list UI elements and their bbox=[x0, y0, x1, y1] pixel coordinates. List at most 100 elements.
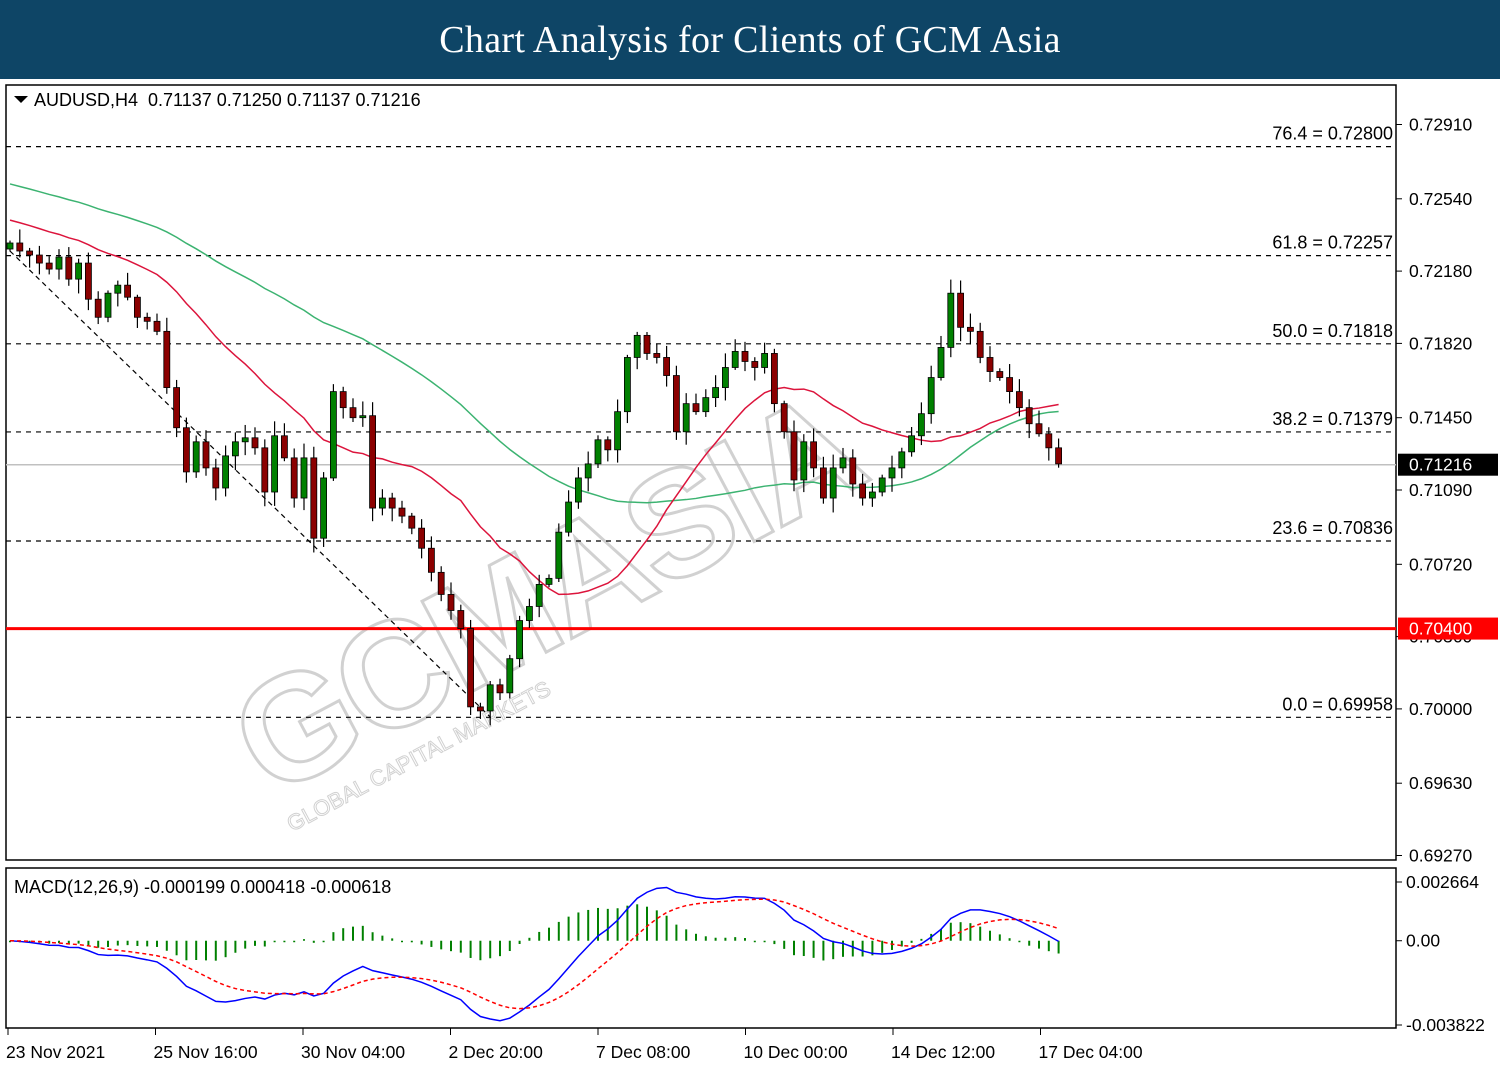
candle bbox=[731, 339, 739, 370]
page-title: Chart Analysis for Clients of GCM Asia bbox=[439, 18, 1061, 61]
candle bbox=[398, 500, 406, 524]
candle bbox=[163, 317, 171, 394]
candle-body bbox=[957, 292, 964, 328]
candle-body bbox=[26, 250, 34, 256]
candle-body bbox=[565, 501, 572, 533]
candle-body bbox=[673, 375, 680, 433]
candle-body bbox=[222, 455, 230, 489]
macd-panel-frame bbox=[5, 867, 1397, 1029]
candle bbox=[222, 445, 230, 497]
fib-level-label: 61.8 = 0.72257 bbox=[1272, 233, 1393, 253]
candle bbox=[329, 384, 337, 481]
candle-body bbox=[124, 284, 131, 298]
candle-body bbox=[75, 262, 82, 280]
y-axis-tick-label: 0.72180 bbox=[1409, 261, 1473, 281]
candle bbox=[1045, 427, 1053, 461]
candle-body bbox=[290, 457, 298, 499]
candle-body bbox=[722, 367, 729, 388]
candle-body bbox=[300, 457, 308, 499]
y-axis-tick-label: 0.69630 bbox=[1409, 773, 1473, 793]
candle-body bbox=[800, 441, 808, 481]
candle-body bbox=[878, 477, 886, 493]
candle bbox=[849, 449, 857, 497]
price-plot: 76.4 = 0.72800 61.8 = 0.72257 50.0 = 0.718… bbox=[6, 124, 1396, 726]
candle bbox=[55, 249, 63, 280]
candle bbox=[212, 458, 220, 501]
candle bbox=[26, 247, 34, 268]
fib-level-label: 76.4 = 0.72800 bbox=[1272, 124, 1393, 144]
candle-body bbox=[996, 371, 1004, 378]
axes: 0.72910 0.72540 0.72180 0.71820 0.71450 0.710… bbox=[6, 115, 1498, 1062]
candle-body bbox=[349, 407, 357, 419]
candle bbox=[526, 598, 533, 628]
candle bbox=[16, 229, 24, 258]
support-price-tag bbox=[1398, 617, 1498, 640]
macd-axis-tick-label: 0.002664 bbox=[1406, 872, 1479, 892]
candle-body bbox=[65, 256, 73, 280]
candle bbox=[476, 702, 484, 719]
candle bbox=[633, 331, 641, 370]
candle bbox=[65, 247, 73, 286]
candle-body bbox=[339, 391, 347, 409]
candle-body bbox=[55, 256, 63, 270]
candle bbox=[94, 291, 102, 325]
macd-axis-tick-label: -0.003822 bbox=[1406, 1015, 1485, 1035]
candle-body bbox=[859, 483, 866, 499]
candle bbox=[457, 604, 465, 639]
candle bbox=[349, 398, 357, 423]
candle bbox=[908, 426, 915, 457]
candle-body bbox=[584, 463, 592, 479]
candle bbox=[133, 294, 141, 328]
candle bbox=[320, 472, 328, 547]
x-axis-tick-label: 17 Dec 04:00 bbox=[1039, 1042, 1143, 1062]
macd-signal-line bbox=[9, 898, 1059, 1010]
candle bbox=[673, 365, 680, 440]
candle bbox=[702, 389, 710, 417]
candle bbox=[85, 252, 92, 311]
candle bbox=[584, 451, 592, 492]
current-price-label: 0.71216 bbox=[1409, 455, 1472, 475]
x-axis-tick-label: 2 Dec 20:00 bbox=[449, 1042, 544, 1062]
candle bbox=[467, 619, 475, 716]
candle bbox=[280, 423, 288, 462]
candle-body bbox=[663, 357, 670, 376]
candle-body bbox=[94, 298, 102, 318]
candle-body bbox=[545, 577, 553, 585]
candle-body bbox=[614, 411, 621, 451]
candle-body bbox=[829, 467, 837, 499]
candle-body bbox=[369, 415, 377, 509]
candle-body bbox=[45, 262, 53, 270]
candle bbox=[339, 386, 347, 419]
candle bbox=[643, 332, 651, 360]
candle-body bbox=[575, 477, 582, 503]
candle-body bbox=[986, 357, 994, 372]
candle bbox=[104, 290, 112, 323]
candle-body bbox=[810, 441, 817, 469]
candle-body bbox=[731, 351, 739, 368]
candle-body bbox=[467, 628, 475, 708]
candle bbox=[780, 400, 788, 439]
candle-body bbox=[927, 377, 935, 415]
candle bbox=[1055, 438, 1062, 468]
ma-fast-line bbox=[9, 219, 1059, 596]
candle bbox=[663, 345, 670, 387]
candle-body bbox=[1035, 423, 1043, 435]
candle-body bbox=[36, 254, 43, 264]
candle bbox=[437, 566, 445, 602]
candle bbox=[153, 313, 161, 336]
candle-body bbox=[153, 320, 161, 332]
candle bbox=[378, 489, 386, 516]
candle bbox=[202, 430, 210, 476]
y-axis-tick-label: 0.71090 bbox=[1409, 480, 1473, 500]
y-axis-tick-label: 0.71820 bbox=[1409, 333, 1473, 353]
candle bbox=[486, 681, 494, 726]
candle-body bbox=[408, 515, 416, 529]
candle-body bbox=[85, 262, 92, 300]
candle bbox=[1016, 379, 1023, 417]
candle-body bbox=[476, 706, 484, 712]
candle-body bbox=[437, 571, 445, 595]
candle-body bbox=[1006, 377, 1013, 392]
candle bbox=[947, 279, 955, 358]
dropdown-triangle-icon[interactable] bbox=[14, 96, 28, 103]
candle-body bbox=[692, 403, 700, 413]
